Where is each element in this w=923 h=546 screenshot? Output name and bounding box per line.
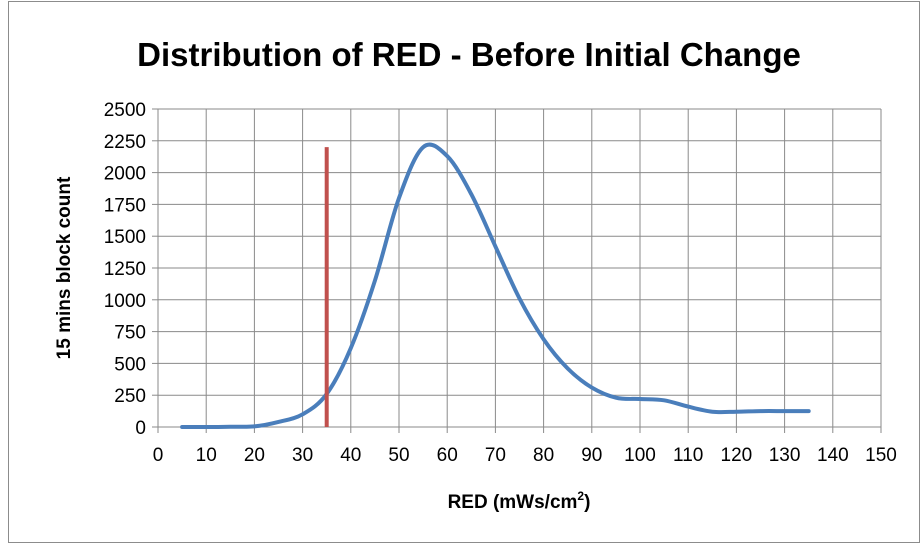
x-tick-label: 90 <box>581 445 602 466</box>
x-tick-label: 100 <box>624 445 656 466</box>
x-tick-label: 30 <box>292 445 313 466</box>
x-tick-label: 140 <box>817 445 849 466</box>
x-tick-label: 150 <box>865 445 897 466</box>
series-line <box>180 142 811 429</box>
y-tick-label: 1250 <box>104 259 146 280</box>
y-tick-label: 2000 <box>104 164 146 185</box>
x-tick-label: 0 <box>153 445 164 466</box>
x-axis-label-main: RED (mWs/cm <box>448 492 578 513</box>
y-tick-label: 0 <box>135 418 146 439</box>
x-tick-label: 50 <box>388 445 409 466</box>
x-tick-label: 20 <box>244 445 265 466</box>
x-tick-label: 40 <box>340 445 361 466</box>
x-axis-label: RED (mWs/cm2) <box>448 489 591 513</box>
x-axis-label-superscript: 2 <box>577 489 584 503</box>
y-tick-label: 750 <box>114 323 146 344</box>
x-axis-ticks: 0 10 20 30 40 50 60 70 80 90 100 110 120 130 140 150 <box>153 445 897 466</box>
chart-title: Distribution of RED - Before Initial Cha… <box>137 36 801 73</box>
y-tick-label: 250 <box>114 386 146 407</box>
grid <box>152 108 882 433</box>
y-tick-label: 1500 <box>104 227 146 248</box>
x-tick-label: 80 <box>533 445 554 466</box>
series-layer <box>180 142 811 429</box>
chart-frame <box>8 1 920 543</box>
y-tick-label: 2250 <box>104 132 146 153</box>
x-tick-label: 120 <box>721 445 753 466</box>
y-tick-label: 2500 <box>104 100 146 121</box>
x-tick-label: 130 <box>769 445 801 466</box>
x-axis-label-tail: ) <box>584 492 590 513</box>
y-axis-ticks: 0 250 500 750 1000 1250 1500 1750 2000 2250 2500 <box>104 100 146 439</box>
y-tick-label: 1750 <box>104 195 146 216</box>
x-tick-label: 110 <box>673 445 703 466</box>
x-tick-label: 70 <box>485 445 506 466</box>
x-tick-label: 60 <box>437 445 458 466</box>
x-tick-label: 10 <box>196 445 217 466</box>
y-tick-label: 1000 <box>104 291 146 312</box>
y-axis-label: 15 mins block count <box>54 176 75 359</box>
y-tick-label: 500 <box>114 354 146 375</box>
